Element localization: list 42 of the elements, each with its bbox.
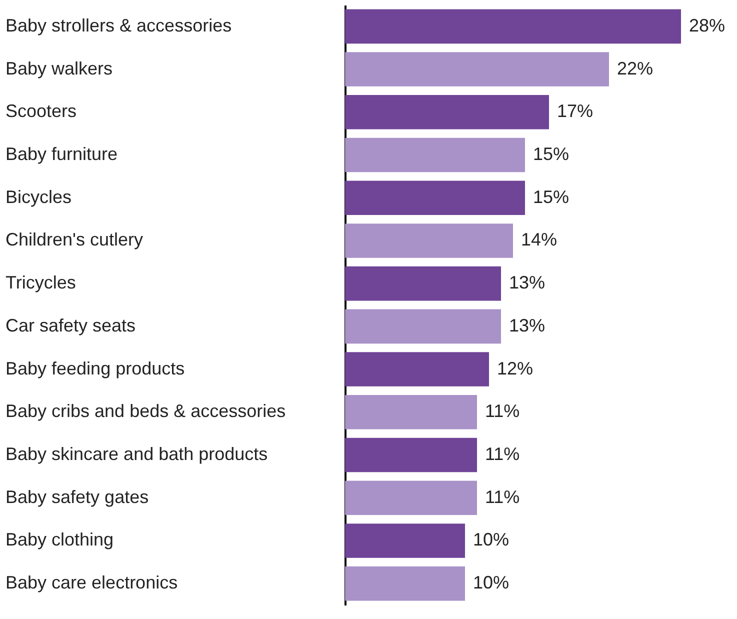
bar: [345, 309, 501, 344]
y-tick-label: Baby cribs and beds & accessories: [6, 401, 286, 422]
y-tick-label: Baby skincare and bath products: [6, 444, 268, 464]
bar: [345, 438, 477, 472]
data-label: 13%: [509, 272, 546, 293]
y-tick-label: Scooters: [6, 101, 77, 122]
bar: [345, 180, 525, 215]
bar: [345, 395, 477, 430]
bar: [345, 524, 465, 558]
data-label: 11%: [485, 486, 520, 507]
y-tick-label: Baby walkers: [6, 58, 113, 78]
y-tick-label: Car safety seats: [6, 315, 136, 336]
data-label: 12%: [497, 358, 534, 378]
y-tick-label: Children's cutlery: [6, 230, 143, 250]
data-label: 14%: [521, 230, 558, 250]
data-label: 22%: [617, 58, 654, 78]
bar: [345, 95, 549, 130]
y-tick-label: Baby strollers & accessories: [6, 15, 232, 36]
bar: [345, 352, 489, 386]
data-label: 17%: [557, 101, 594, 122]
bar: [345, 138, 525, 172]
bar: [345, 9, 681, 44]
data-label: 15%: [533, 144, 570, 164]
y-tick-label: Baby care electronics: [6, 572, 178, 593]
data-label: 15%: [533, 186, 570, 207]
y-tick-label: Baby clothing: [6, 530, 114, 550]
data-label: 10%: [473, 572, 510, 593]
y-tick-label: Baby furniture: [6, 144, 118, 164]
y-tick-label: Tricycles: [6, 272, 76, 293]
y-tick-label: Baby safety gates: [6, 486, 149, 507]
data-label: 10%: [473, 530, 510, 550]
data-label: 11%: [485, 444, 520, 464]
data-label: 28%: [689, 15, 726, 36]
bar: [345, 566, 465, 601]
bar: [345, 480, 477, 515]
bar: [345, 266, 501, 301]
data-label: 13%: [509, 315, 546, 336]
y-tick-label: Bicycles: [6, 186, 72, 207]
y-tick-label: Baby feeding products: [6, 358, 185, 378]
bar: [345, 52, 609, 86]
bar: [345, 224, 513, 258]
data-label: 11%: [485, 401, 520, 422]
